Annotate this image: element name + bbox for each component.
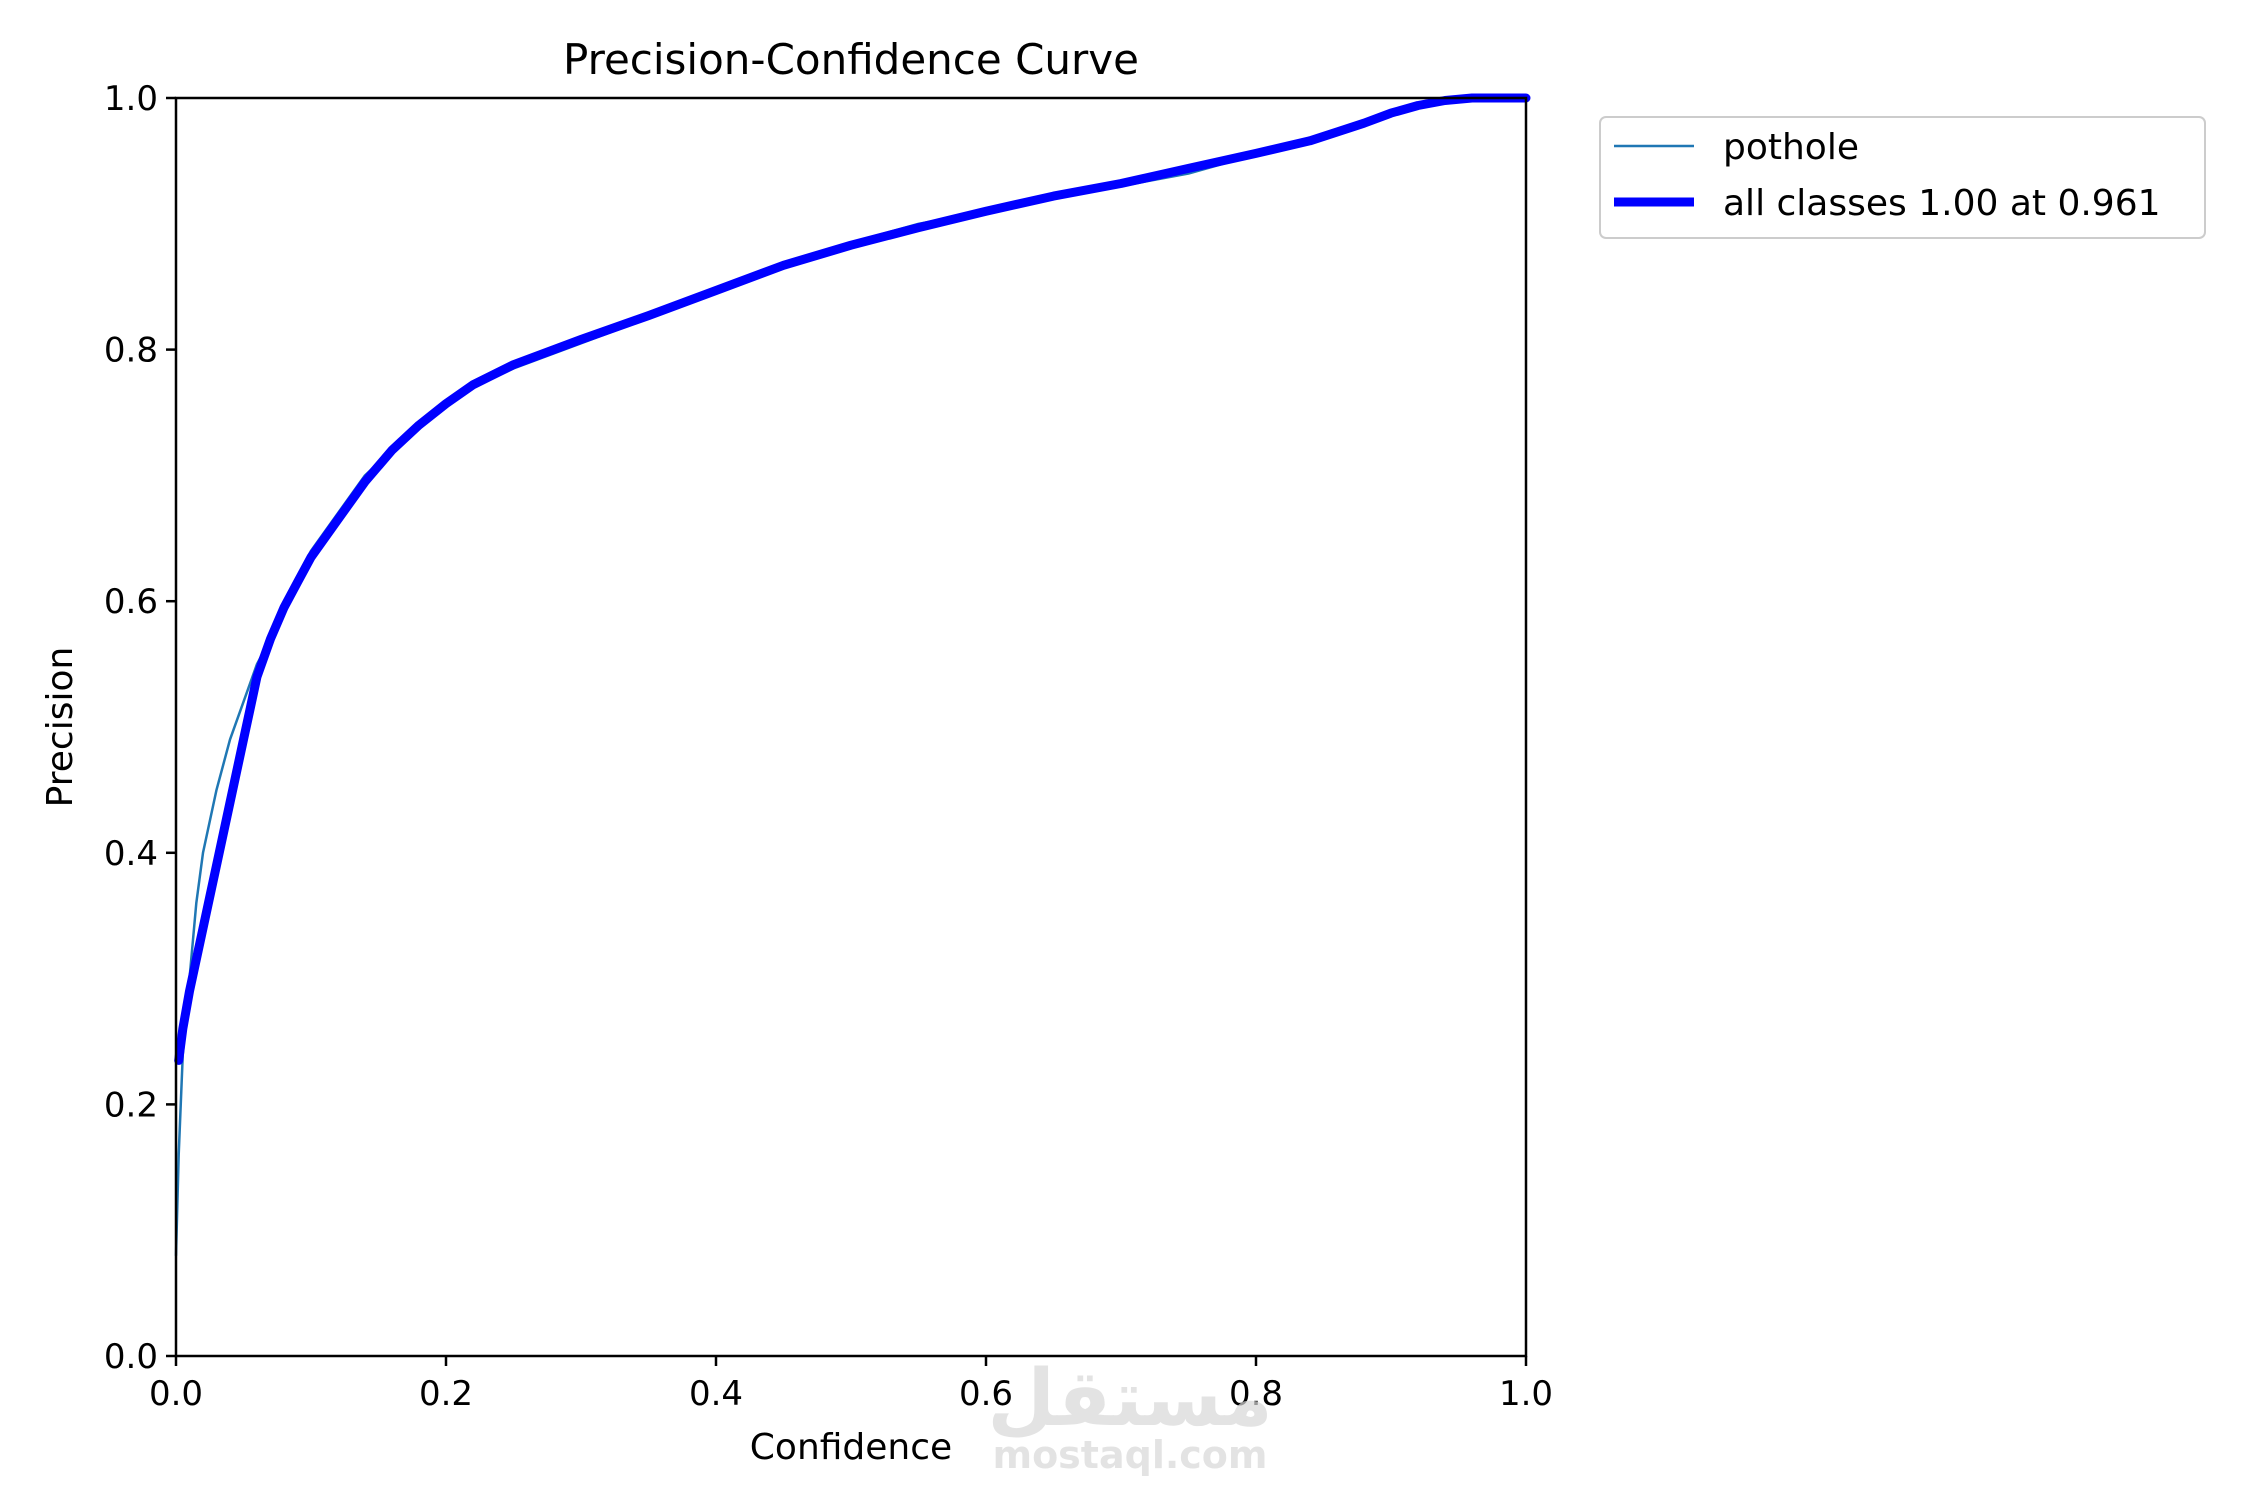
y-tick-label: 0.8 <box>104 331 158 371</box>
y-tick-label: 0.2 <box>104 1085 158 1125</box>
x-axis-label: Confidence <box>750 1427 952 1468</box>
legend: pothole all classes 1.00 at 0.961 <box>1599 116 2206 239</box>
y-tick-label: 0.4 <box>104 834 158 874</box>
legend-box <box>1599 116 2206 239</box>
x-tick-label: 0.0 <box>149 1374 203 1414</box>
watermark-arabic: مستقل <box>987 1354 1272 1444</box>
series-line-all-classes <box>174 93 1531 1065</box>
y-tick-label: 0.0 <box>104 1337 158 1377</box>
x-tick-label: 0.4 <box>689 1374 743 1414</box>
y-tick-label: 0.6 <box>104 582 158 622</box>
x-tick-label: 0.6 <box>959 1374 1013 1414</box>
legend-label-all-classes: all classes 1.00 at 0.961 <box>1723 183 2161 224</box>
chart-title: Precision-Confidence Curve <box>563 35 1139 84</box>
axis-ticks: 0.0 0.2 0.4 0.6 0.8 1.0 0.0 0.2 0.4 0.6 0.8 1.0 <box>104 79 1553 1414</box>
watermark: مستقل mostaql.com <box>987 1354 1272 1477</box>
legend-label-pothole: pothole <box>1723 127 1859 168</box>
x-tick-label: 0.2 <box>419 1374 473 1414</box>
x-tick-label: 0.8 <box>1229 1374 1283 1414</box>
y-axis-label: Precision <box>40 647 81 808</box>
watermark-latin: mostaql.com <box>992 1433 1267 1477</box>
y-tick-label: 1.0 <box>104 79 158 119</box>
plot-lines <box>174 93 1531 1257</box>
x-tick-label: 1.0 <box>1499 1374 1553 1414</box>
plot-frame <box>174 96 1528 1358</box>
